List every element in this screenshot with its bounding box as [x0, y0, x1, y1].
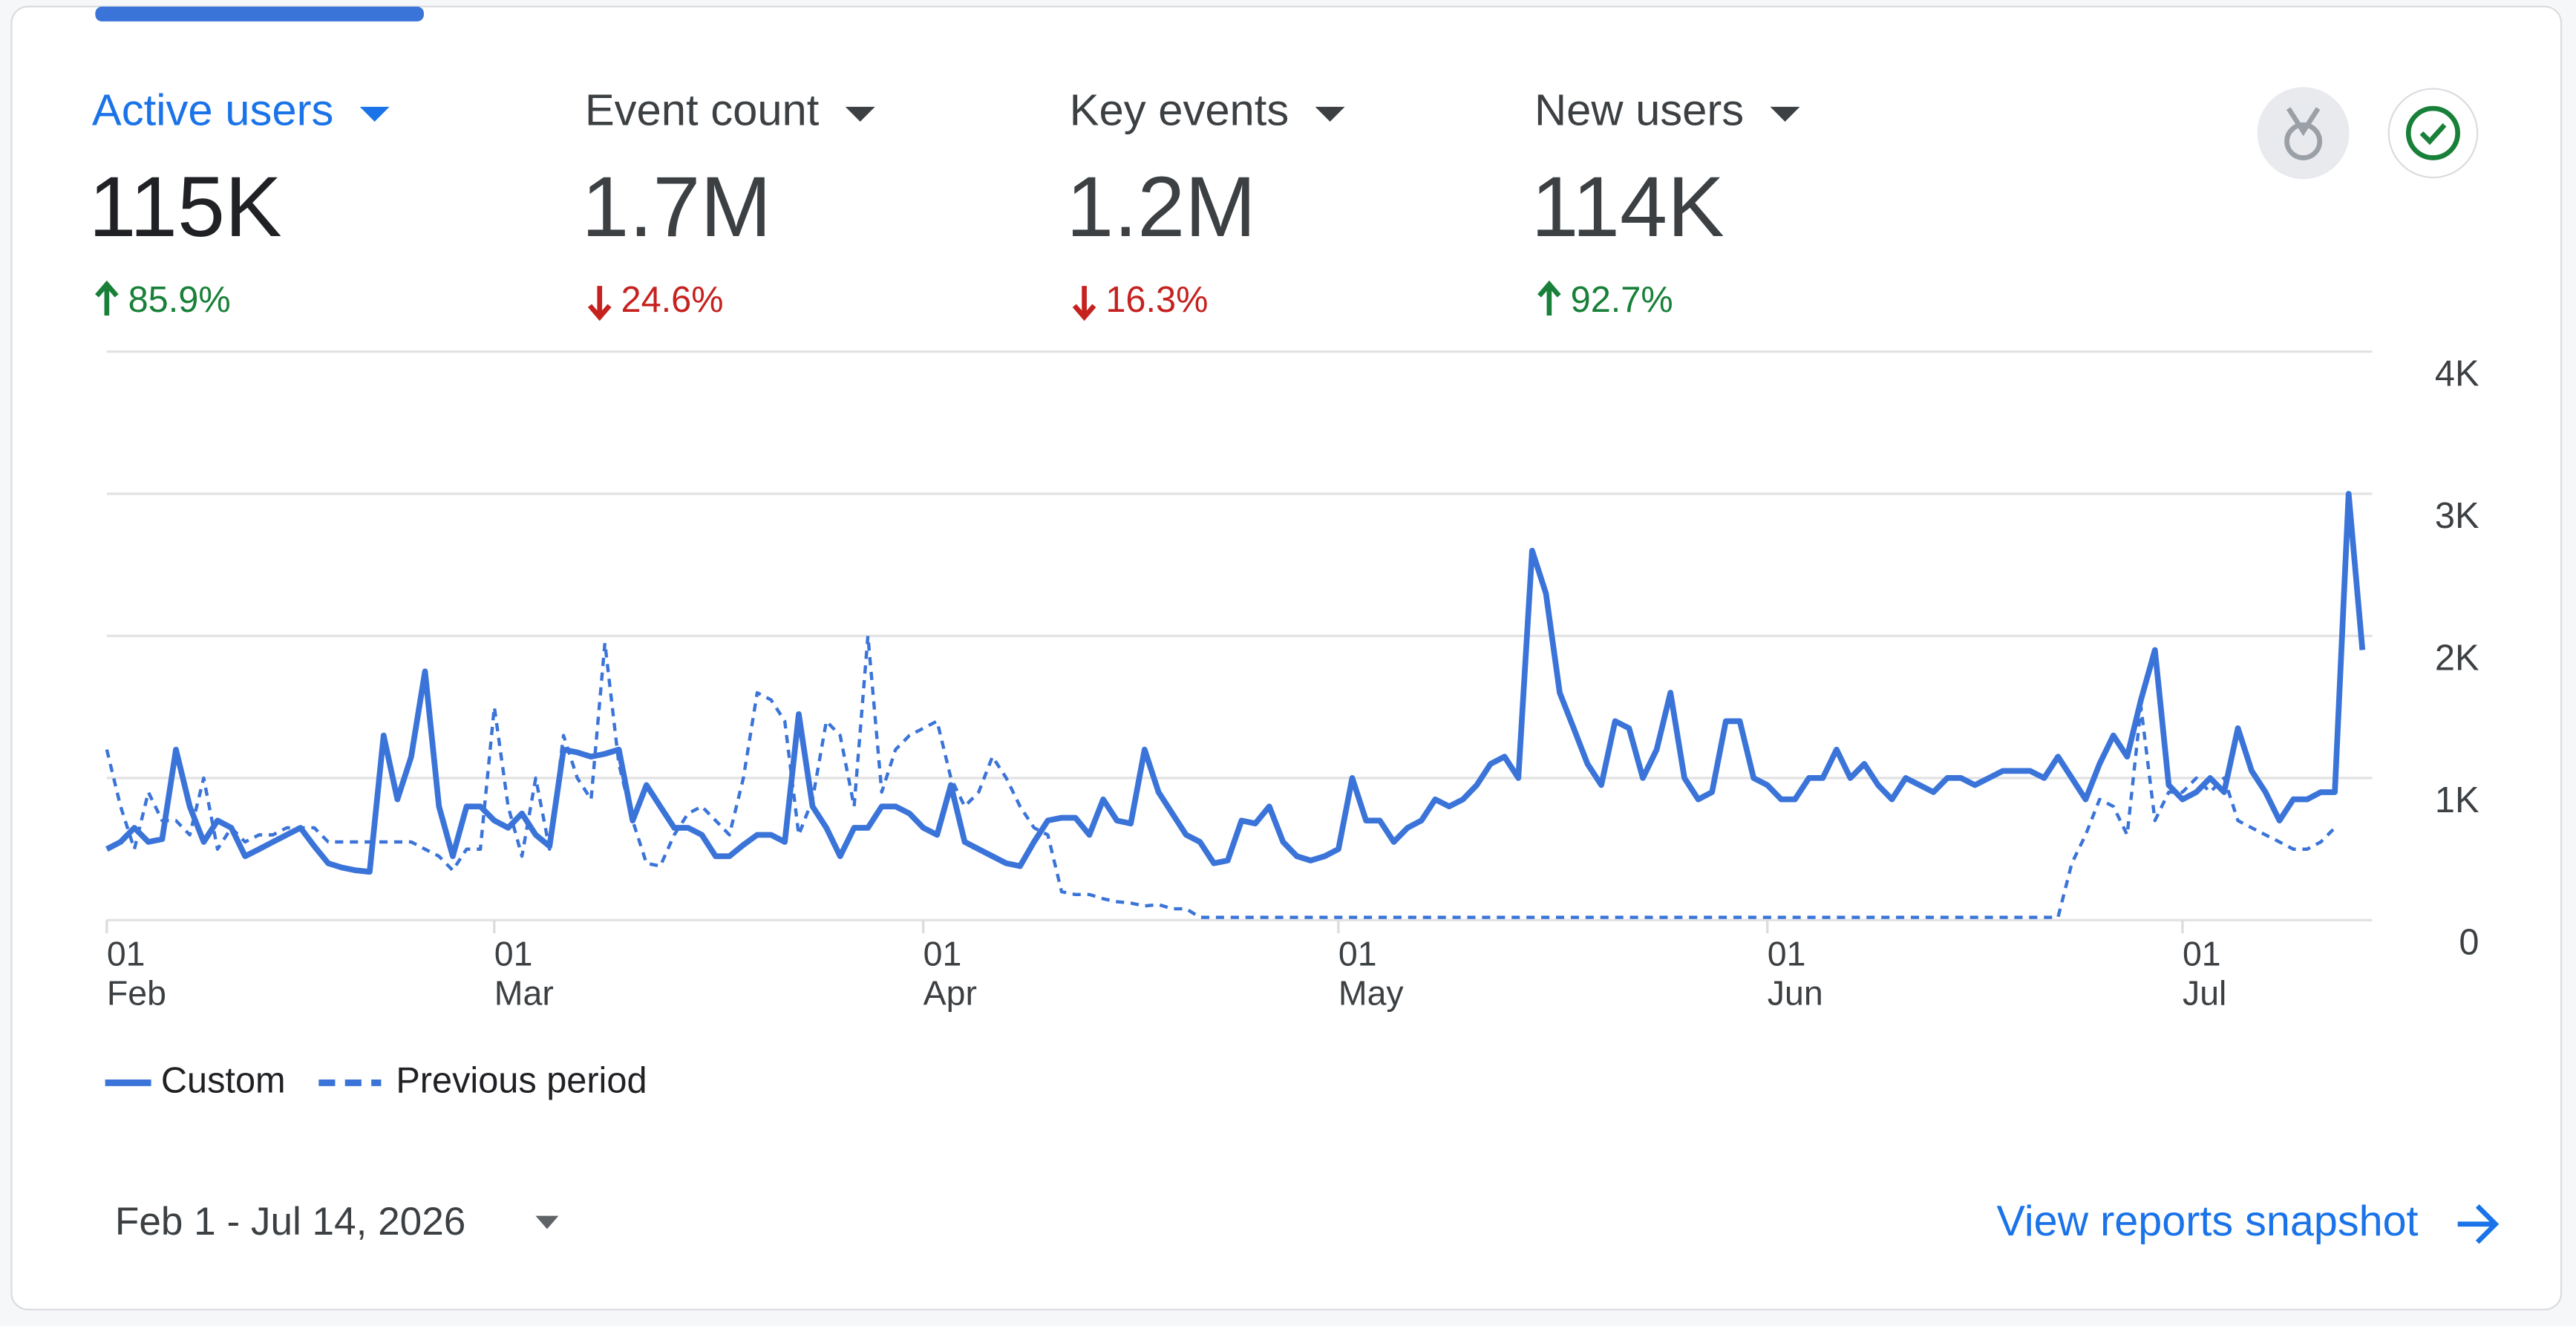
metric-tab[interactable]: Key events 1.2M 16.3%: [1066, 85, 1345, 321]
x-tick-month: May: [1338, 973, 1405, 1012]
metric-value: 115K: [89, 160, 282, 255]
series-line: [105, 634, 2336, 919]
change-arrow: [95, 280, 119, 316]
date-picker[interactable]: Feb 1 - Jul 14, 2026: [115, 1200, 559, 1244]
change-arrow: [587, 286, 612, 321]
y-tick-label: 2K: [2435, 638, 2479, 679]
dropdown-arrow: [359, 106, 390, 122]
change-arrow: [1072, 286, 1096, 321]
metric-tab[interactable]: Event count 1.7M 24.6%: [581, 85, 875, 321]
legend-label: Previous period: [396, 1060, 647, 1100]
metric-change: 85.9%: [128, 280, 231, 320]
metric-name[interactable]: Key events: [1070, 85, 1289, 135]
metric-value: 1.2M: [1066, 160, 1256, 255]
metric-value: 114K: [1531, 160, 1725, 255]
x-tick-day: 01: [1338, 934, 1377, 973]
y-tick-label: 0: [2459, 922, 2479, 962]
metric-change: 16.3%: [1105, 280, 1208, 320]
card: [10, 5, 2563, 1310]
metric-value: 1.7M: [581, 160, 771, 255]
x-tick-day: 01: [494, 934, 533, 973]
dropdown-arrow: [845, 106, 875, 122]
x-tick-month: Feb: [107, 973, 166, 1012]
x-tick-day: 01: [2183, 934, 2221, 973]
x-tick-month: Jul: [2183, 973, 2226, 1012]
dropdown-arrow: [1315, 106, 1345, 122]
date-range[interactable]: Feb 1 - Jul 14, 2026: [115, 1200, 465, 1244]
awards-icon[interactable]: [2257, 87, 2350, 180]
x-tick-day: 01: [1768, 934, 1806, 973]
snapshot-link[interactable]: View reports snapshot: [1997, 1198, 2500, 1245]
y-tick-label: 1K: [2435, 780, 2479, 820]
y-tick-label: 4K: [2435, 354, 2479, 394]
metric-name[interactable]: New users: [1534, 85, 1744, 135]
x-tick-month: Mar: [494, 973, 554, 1012]
metric-name[interactable]: Active users: [92, 85, 333, 135]
metric-change: 92.7%: [1571, 280, 1673, 320]
y-tick-label: 3K: [2435, 496, 2479, 536]
x-tick-day: 01: [923, 934, 962, 973]
metric-tab[interactable]: New users 114K 92.7%: [1531, 85, 1800, 321]
link[interactable]: View reports snapshot: [1997, 1198, 2419, 1245]
change-arrow: [1537, 280, 1561, 316]
x-tick-month: Jun: [1768, 973, 1823, 1012]
selected-indicator: [95, 6, 424, 22]
dropdown-arrow: [1770, 106, 1800, 122]
metric-change: 24.6%: [621, 280, 724, 320]
x-tick-month: Apr: [923, 973, 977, 1012]
x-tick-day: 01: [107, 934, 146, 973]
status-icon[interactable]: [2387, 88, 2479, 179]
series-line: [105, 491, 2366, 875]
legend-label: Custom: [161, 1060, 286, 1100]
metric-tab[interactable]: Active users 115K 85.9%: [89, 85, 390, 321]
legend: Custom Previous period: [105, 1060, 647, 1100]
metric-name[interactable]: Event count: [585, 85, 820, 135]
